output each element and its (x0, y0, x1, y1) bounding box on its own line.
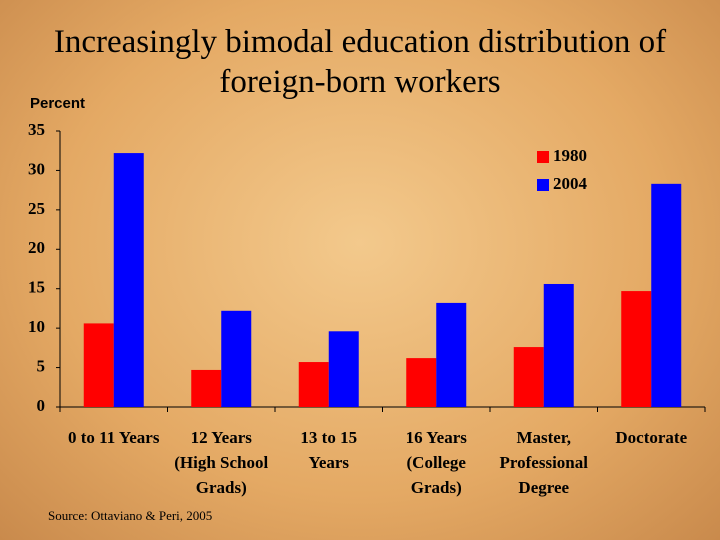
bar (651, 183, 682, 407)
legend-label: 1980 (553, 146, 587, 165)
bar (298, 362, 329, 407)
source: Source: Ottaviano & Peri, 2005 (48, 508, 212, 523)
y-axis-label: Percent (30, 95, 85, 112)
legend-swatch (537, 151, 549, 163)
bar (436, 302, 467, 407)
bar (83, 323, 114, 407)
y-tick-label: 25 (28, 199, 45, 218)
chart-title: Increasingly bimodal education distribut… (53, 24, 667, 100)
x-tick-label: 0 to 11 Years (68, 428, 160, 447)
x-tick-label: 16 Years (College Grads) (405, 428, 467, 497)
x-tick-label: 13 to 15 Years (300, 428, 358, 472)
y-tick-label: 35 (28, 120, 45, 139)
x-tick-label: Master, Professional Degree (499, 428, 588, 497)
bar (113, 153, 144, 407)
y-tick-label: 0 (37, 396, 46, 415)
bar (513, 347, 544, 407)
bar (328, 331, 359, 407)
bar (621, 291, 652, 407)
y-tick-label: 15 (28, 278, 45, 297)
bar (543, 283, 574, 407)
y-tick-label: 5 (37, 356, 46, 375)
bar (221, 310, 252, 407)
x-tick-label: Doctorate (615, 428, 688, 447)
bar (191, 369, 222, 407)
legend-label: 2004 (553, 174, 588, 193)
bar (406, 358, 437, 407)
legend-swatch (537, 179, 549, 191)
x-tick-label: 12 Years (High School Grads) (174, 428, 269, 497)
y-tick-label: 20 (28, 238, 45, 257)
y-tick-label: 30 (28, 159, 45, 178)
y-tick-label: 10 (28, 317, 45, 336)
